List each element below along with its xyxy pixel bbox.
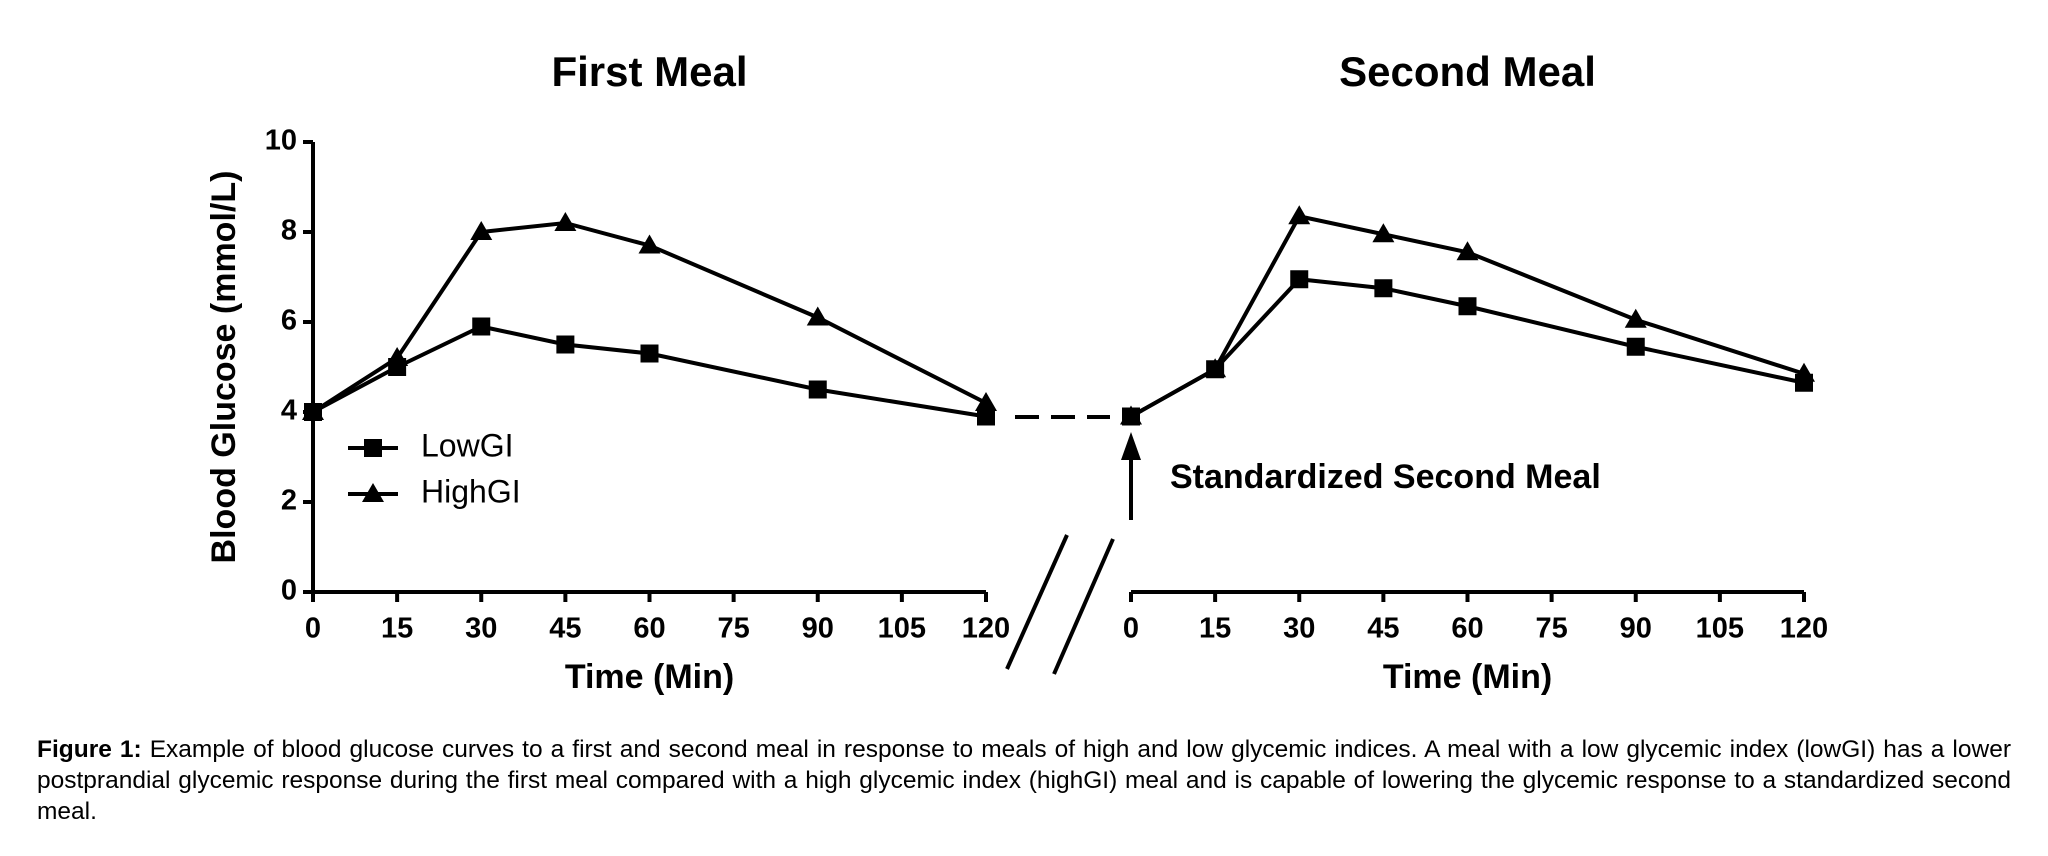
legend-marker bbox=[362, 483, 384, 502]
marker bbox=[556, 335, 575, 354]
marker bbox=[472, 317, 491, 336]
chart: Standardized Second Meal First Meal Time … bbox=[205, 48, 1828, 696]
line bbox=[312, 324, 987, 419]
chart-title: Second Meal bbox=[1339, 48, 1596, 95]
y-tick-label: 4 bbox=[281, 395, 297, 427]
arrow-head bbox=[1121, 432, 1141, 460]
marker bbox=[1456, 241, 1479, 261]
marker bbox=[1372, 223, 1395, 243]
caption-text: Example of blood glucose curves to a fir… bbox=[37, 736, 2011, 825]
marker bbox=[808, 380, 827, 399]
marker bbox=[975, 392, 997, 411]
x-tick-label: 30 bbox=[465, 613, 497, 645]
x-tick-label: 0 bbox=[305, 613, 321, 645]
marker bbox=[554, 212, 577, 231]
y-tick-label: 2 bbox=[281, 485, 297, 517]
marker bbox=[1458, 297, 1477, 316]
marker bbox=[977, 407, 995, 426]
legend-label: LowGI bbox=[421, 427, 513, 463]
legend-label: HighGI bbox=[421, 473, 521, 509]
x-axis-title: Time (Min) bbox=[565, 658, 734, 696]
x-tick-label: 0 bbox=[1123, 613, 1139, 645]
x-tick-label: 15 bbox=[381, 613, 413, 645]
marker bbox=[1626, 337, 1645, 356]
y-tick-label: 0 bbox=[281, 575, 297, 607]
x-tick-label: 90 bbox=[802, 613, 834, 645]
y-tick-label: 8 bbox=[281, 215, 297, 247]
axis-break bbox=[1052, 538, 1115, 675]
marker bbox=[1290, 270, 1309, 289]
x-tick-label: 45 bbox=[549, 613, 581, 645]
marker bbox=[1793, 362, 1815, 382]
x-tick-label: 30 bbox=[1283, 613, 1315, 645]
marker bbox=[1374, 279, 1393, 298]
y-axis-title: Blood Glucose (mmol/L) bbox=[205, 171, 243, 564]
x-tick-label: 15 bbox=[1199, 613, 1231, 645]
x-tick-label: 90 bbox=[1620, 613, 1652, 645]
y-tick-label: 10 bbox=[265, 125, 297, 157]
marker bbox=[640, 344, 659, 363]
x-tick-label: 105 bbox=[1696, 613, 1744, 645]
x-tick-label: 75 bbox=[717, 613, 749, 645]
x-tick-label: 60 bbox=[633, 613, 665, 645]
marker bbox=[638, 234, 661, 254]
x-tick-label: 45 bbox=[1367, 613, 1399, 645]
marker bbox=[806, 306, 829, 326]
marker bbox=[386, 347, 409, 366]
marker bbox=[1120, 405, 1142, 425]
x-tick-label: 120 bbox=[962, 613, 1010, 645]
x-tick-label: 105 bbox=[878, 613, 926, 645]
marker bbox=[302, 401, 324, 420]
marker bbox=[1288, 205, 1311, 225]
annotation: Standardized Second Meal bbox=[1170, 458, 1601, 496]
chart-title: First Meal bbox=[551, 48, 747, 95]
x-tick-label: 120 bbox=[1780, 613, 1828, 645]
caption-label: Figure 1: bbox=[37, 736, 142, 763]
axis-break bbox=[1005, 534, 1069, 670]
caption: Figure 1: Example of blood glucose curve… bbox=[37, 734, 2011, 827]
marker bbox=[470, 221, 493, 240]
marker bbox=[1624, 308, 1647, 328]
x-tick-label: 75 bbox=[1535, 613, 1567, 645]
x-tick-label: 60 bbox=[1451, 613, 1483, 645]
marker bbox=[1204, 358, 1227, 378]
y-tick-label: 6 bbox=[281, 305, 297, 337]
legend-marker bbox=[364, 439, 382, 457]
x-axis-title: Time (Min) bbox=[1383, 658, 1552, 696]
